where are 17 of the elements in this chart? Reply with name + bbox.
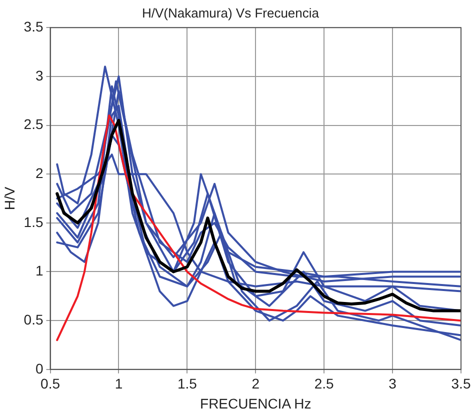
y-tick-label: 0 xyxy=(35,360,44,376)
x-tick-label: 3 xyxy=(388,376,397,392)
y-tick-label: 1.5 xyxy=(24,214,44,230)
y-tick-label: 0.5 xyxy=(24,311,44,328)
x-tick-label: 1.5 xyxy=(177,376,198,392)
chart-title: H/V(Nakamura) Vs Frecuencia xyxy=(142,5,320,20)
y-tick-label: 1 xyxy=(35,262,44,279)
x-tick-label: 1 xyxy=(114,376,123,392)
x-axis-title: FRECUENCIA Hz xyxy=(200,395,312,412)
y-tick-label: 2 xyxy=(35,164,44,181)
y-axis-title: H/V xyxy=(1,186,18,210)
y-tick-label: 3 xyxy=(35,67,44,84)
y-tick-label: 3.5 xyxy=(24,18,44,34)
x-tick-label: 2 xyxy=(252,376,260,392)
y-tick-label: 2.5 xyxy=(24,116,44,132)
x-tick-label: 3.5 xyxy=(451,376,471,392)
x-tick-label: 2.5 xyxy=(314,376,334,392)
